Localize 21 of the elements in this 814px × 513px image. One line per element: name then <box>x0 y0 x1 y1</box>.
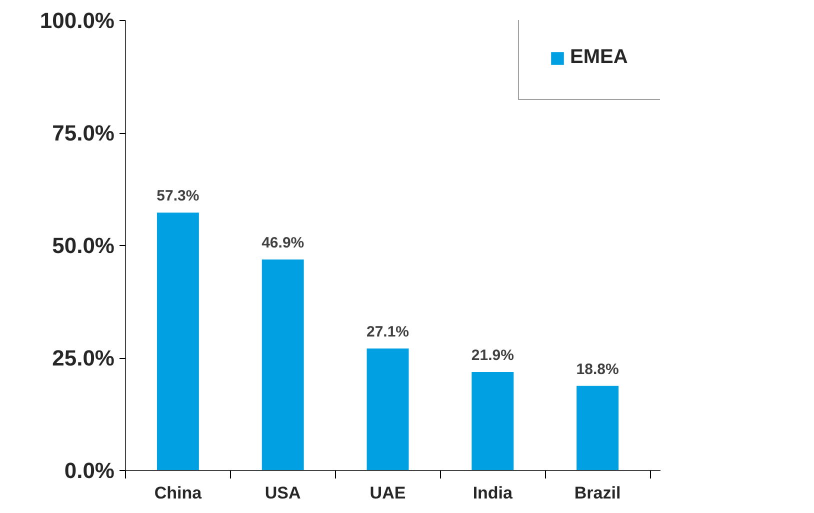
y-tick-label: 75.0% <box>52 120 115 146</box>
bar <box>576 386 619 470</box>
x-tick-label: USA <box>264 484 301 502</box>
x-tick-label: India <box>472 484 514 502</box>
data-label: 57.3% <box>156 188 200 205</box>
bar <box>472 372 514 470</box>
y-tick-label: 100.0% <box>40 8 115 33</box>
bar <box>156 212 199 470</box>
data-label: 46.9% <box>262 234 304 252</box>
x-tick-label: China <box>154 484 202 502</box>
data-label: 18.8% <box>576 360 619 378</box>
y-tick-label: 0.0% <box>64 458 115 483</box>
legend-label: EMEA <box>570 46 629 69</box>
x-tick-label: UAE <box>370 484 406 502</box>
y-tick-label: 50.0% <box>52 233 115 258</box>
x-tick-label: Brazil <box>574 484 621 502</box>
bar <box>366 348 409 470</box>
data-label: 21.9% <box>471 346 514 364</box>
y-tick-label: 25.0% <box>52 346 115 370</box>
bar <box>262 259 304 470</box>
data-label: 27.1% <box>366 324 410 341</box>
